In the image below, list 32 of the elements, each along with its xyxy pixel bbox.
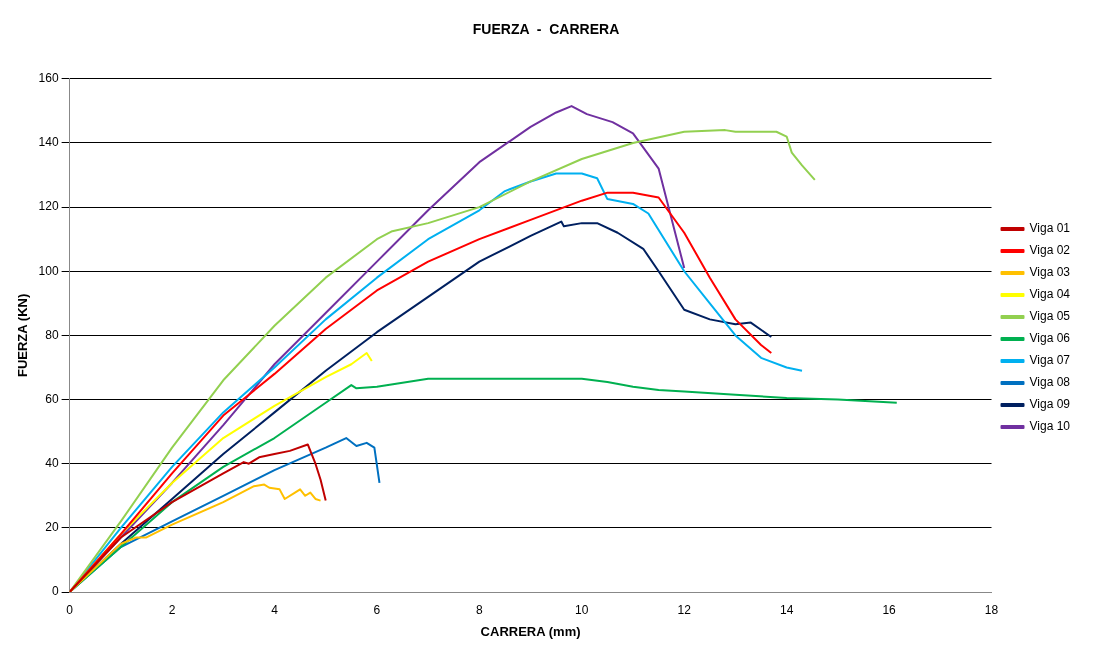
y-tick-label: 0 [51, 584, 59, 599]
x-tick-label: 2 [168, 602, 176, 617]
x-tick-label: 12 [677, 602, 692, 617]
legend-label: Viga 10 [1029, 419, 1071, 434]
x-tick-label: 16 [882, 602, 897, 617]
legend-label: Viga 05 [1029, 309, 1071, 324]
y-tick-label: 40 [45, 456, 59, 471]
x-tick-label: 14 [779, 602, 794, 617]
x-tick-label: 0 [66, 602, 74, 617]
x-tick-label: 4 [271, 602, 279, 617]
y-tick-label: 80 [45, 327, 59, 342]
legend-label: Viga 06 [1029, 331, 1071, 346]
y-axis-title: FUERZA (KN) [15, 293, 31, 378]
x-tick-label: 10 [575, 602, 589, 617]
x-tick-label: 18 [984, 602, 999, 617]
x-tick-label: 6 [373, 602, 381, 617]
y-tick-label: 20 [45, 520, 59, 535]
y-tick-label: 60 [45, 391, 59, 406]
legend-label: Viga 08 [1029, 375, 1071, 390]
y-tick-label: 100 [38, 263, 59, 278]
legend-label: Viga 02 [1029, 243, 1071, 258]
legend-label: Viga 01 [1029, 221, 1071, 236]
x-tick-label: 8 [476, 602, 484, 617]
legend-label: Viga 04 [1029, 287, 1071, 302]
legend-label: Viga 07 [1029, 353, 1071, 368]
y-tick-label: 160 [38, 71, 59, 86]
legend-label: Viga 09 [1029, 397, 1071, 412]
y-tick-label: 120 [38, 199, 59, 214]
chart-title: FUERZA - CARRERA [472, 21, 620, 38]
legend-label: Viga 03 [1029, 265, 1071, 280]
y-tick-label: 140 [38, 135, 59, 150]
x-axis-title: CARRERA (mm) [480, 623, 581, 639]
